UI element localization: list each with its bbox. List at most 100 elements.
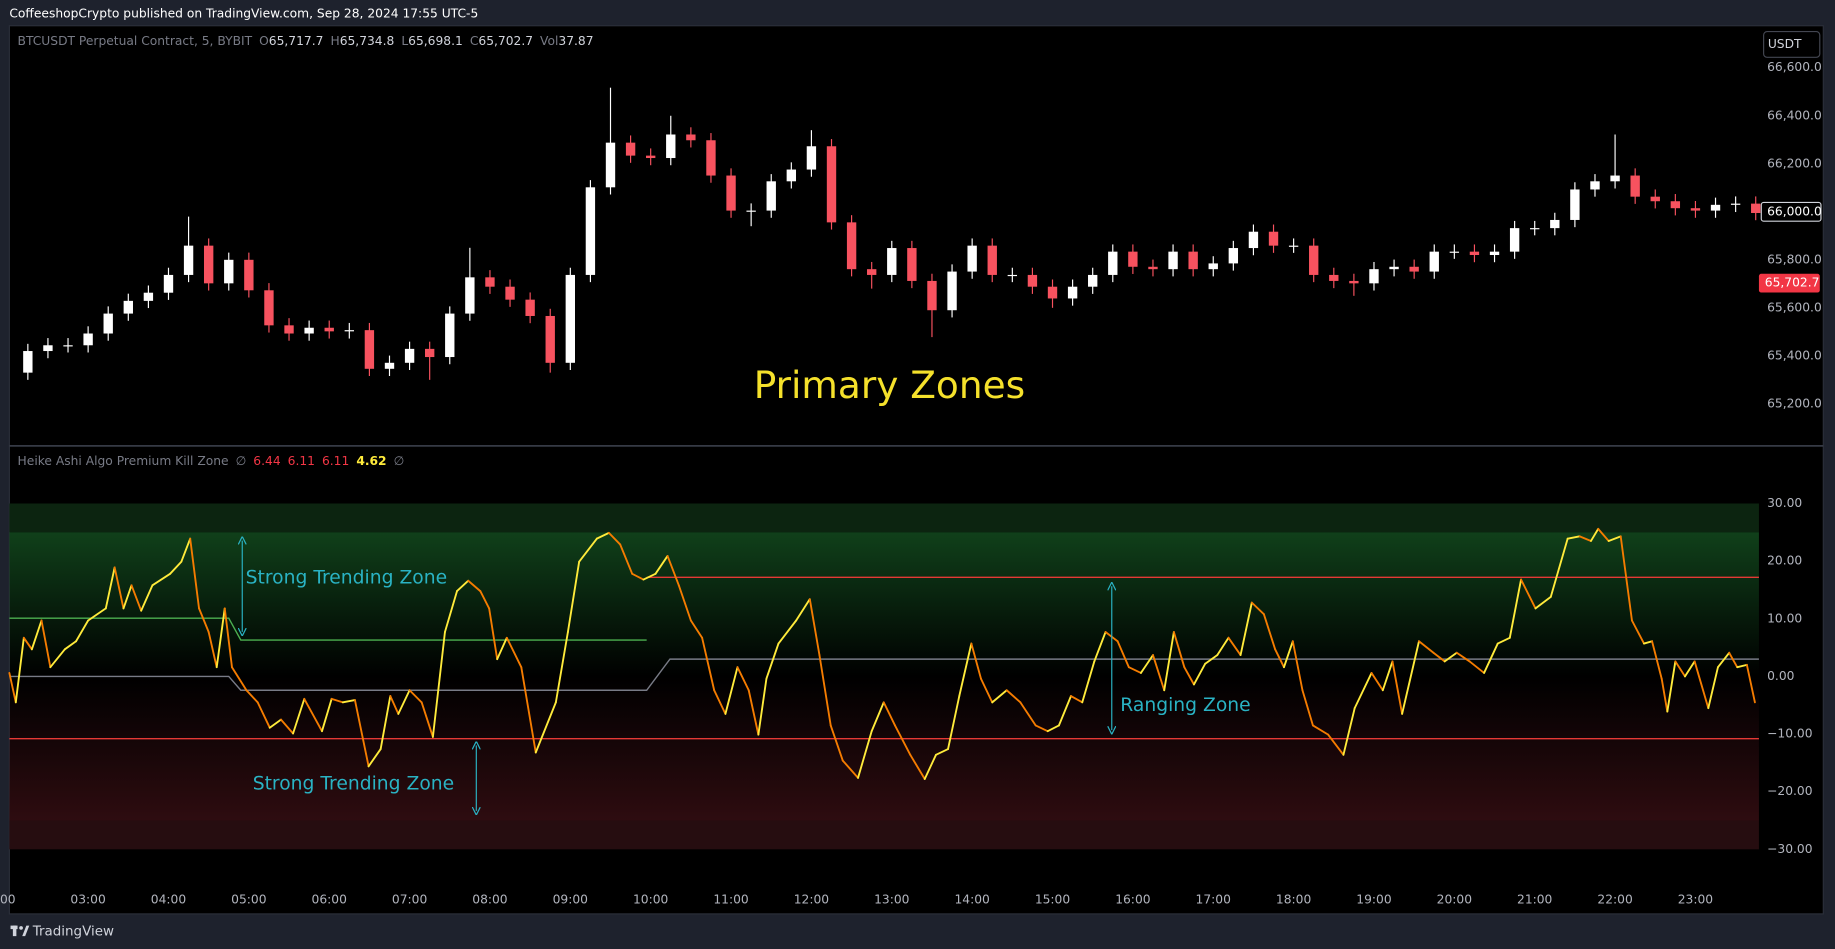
line-segment xyxy=(1183,666,1195,686)
line-segment xyxy=(631,572,645,581)
candle-body xyxy=(947,271,957,311)
candle-body xyxy=(826,146,837,223)
candle-body xyxy=(867,269,877,275)
candle-body xyxy=(1007,274,1018,277)
line-segment xyxy=(578,537,598,563)
line-segment xyxy=(1046,724,1060,733)
legend-value: 4.62 xyxy=(356,454,386,468)
x-tick-label: 14:00 xyxy=(954,892,989,906)
candle-body xyxy=(1148,266,1158,270)
y-tick-label: 66,600.0 xyxy=(1767,60,1822,74)
x-tick-label: 11:00 xyxy=(713,892,748,906)
line-segment xyxy=(1418,640,1435,654)
candle-body xyxy=(1027,274,1038,287)
line-segment xyxy=(1227,636,1242,657)
line-segment xyxy=(713,689,727,715)
x-tick-label: 21:00 xyxy=(1517,892,1552,906)
y-tick-label: 20.00 xyxy=(1767,554,1802,568)
legend-key: Vol xyxy=(540,33,558,47)
line-segment xyxy=(1127,666,1142,674)
candle-body xyxy=(1329,274,1339,281)
candle-body xyxy=(1188,251,1198,270)
line-segment xyxy=(566,560,581,633)
line-segment xyxy=(1717,651,1731,669)
legend-value: 65,734.8 xyxy=(340,33,395,47)
line-segment xyxy=(1058,695,1072,727)
line-segment xyxy=(935,748,949,756)
candles xyxy=(23,87,1761,380)
legend: BTCUSDT Perpetual Contract, 5, BYBIT O65,… xyxy=(18,33,594,47)
line-segment xyxy=(14,636,25,704)
line-segment xyxy=(1283,640,1294,669)
line-segment xyxy=(49,648,66,669)
line-segment xyxy=(456,579,470,593)
x-tick-label: 07:00 xyxy=(392,892,427,906)
line-segment xyxy=(1139,654,1154,674)
line-segment xyxy=(654,555,669,575)
line-segment xyxy=(736,666,750,692)
candle-body xyxy=(445,313,455,358)
candle-body xyxy=(1590,181,1600,190)
line-segment xyxy=(1707,666,1719,710)
y-tick-label: 65,200.0 xyxy=(1767,396,1822,410)
candle-body xyxy=(1228,248,1239,264)
line-segment xyxy=(1643,640,1653,645)
candle-body xyxy=(1570,189,1580,220)
candle-body xyxy=(766,181,776,211)
x-tick-label: 05:00 xyxy=(231,892,266,906)
candle-body xyxy=(887,248,897,275)
line-segment xyxy=(520,666,537,754)
line-segment xyxy=(431,631,446,738)
line-segment xyxy=(829,724,844,762)
candle-body xyxy=(605,142,616,188)
line-segment xyxy=(488,607,499,661)
legend-value: 65,698.1 xyxy=(408,33,463,47)
x-tick-label: 22:00 xyxy=(1597,892,1632,906)
legend-key: L xyxy=(401,33,408,47)
currency-button[interactable] xyxy=(1763,31,1821,58)
line-segment xyxy=(1301,689,1314,727)
line-segment xyxy=(1239,601,1253,657)
line-segment xyxy=(1745,663,1756,704)
line-segment xyxy=(1483,642,1499,674)
line-segment xyxy=(1534,595,1552,610)
line-segment xyxy=(397,689,411,715)
legend-value: 65,702.7 xyxy=(478,33,533,47)
line-segment xyxy=(75,619,90,643)
line-segment xyxy=(207,631,218,669)
line-segment xyxy=(689,619,704,639)
candle-body xyxy=(806,146,817,170)
y-tick-label: 30.00 xyxy=(1767,496,1802,510)
candle-body xyxy=(1630,175,1640,197)
y-tick-label: 66,200.0 xyxy=(1767,156,1822,170)
x-tick-label: 04:00 xyxy=(151,892,186,906)
candle-body xyxy=(1349,280,1359,284)
line-segment xyxy=(677,584,692,622)
candle-body xyxy=(666,134,676,159)
candle-body xyxy=(304,327,314,334)
line-segment xyxy=(1401,640,1420,715)
footer-logo xyxy=(10,925,30,937)
candle-body xyxy=(726,175,736,211)
line-segment xyxy=(330,697,344,704)
candle-body xyxy=(1489,251,1500,256)
line-segment xyxy=(8,672,17,704)
y-tick-label: −30.00 xyxy=(1767,842,1812,856)
x-tick-label: 06:00 xyxy=(312,892,347,906)
line-segment xyxy=(607,531,622,546)
line-segment xyxy=(341,699,356,704)
candle-body xyxy=(123,300,133,314)
legend-value: 6.11 xyxy=(288,454,315,468)
candle-body xyxy=(545,315,555,363)
line-segment xyxy=(701,636,716,692)
line-segment xyxy=(444,590,458,633)
candle-body xyxy=(63,345,73,347)
line-segment xyxy=(595,531,610,540)
line-segment xyxy=(104,566,116,610)
line-segment xyxy=(909,753,926,780)
candle-body xyxy=(846,222,857,270)
line-segment xyxy=(408,689,423,704)
candle-body xyxy=(1449,251,1460,253)
line-segment xyxy=(256,701,271,729)
currency-label[interactable]: USDT xyxy=(1768,37,1802,51)
